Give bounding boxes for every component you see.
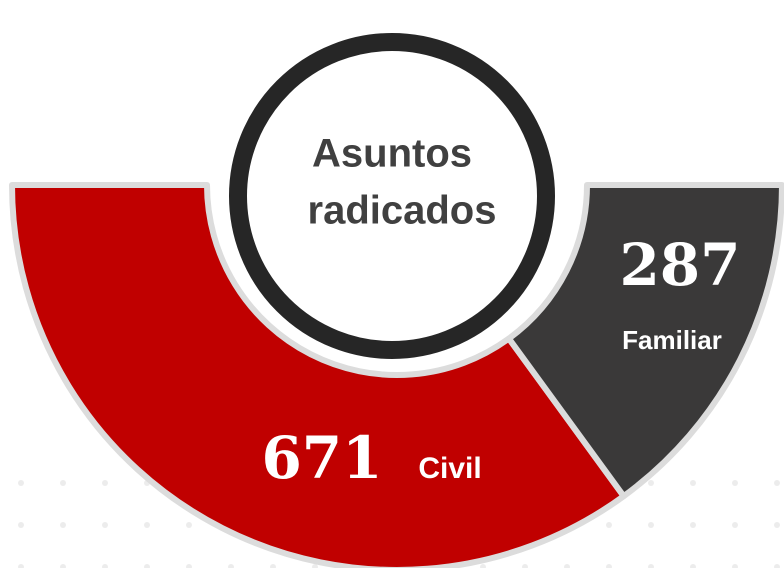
category-label: Civil [418, 452, 481, 485]
segment [505, 182, 784, 500]
segment [9, 182, 627, 568]
value-label: 671 [261, 424, 382, 492]
segments [9, 182, 784, 568]
center-circle [229, 33, 555, 359]
title-line: radicados [308, 189, 497, 233]
category-label: Familiar [622, 325, 722, 355]
value-label: 287 [619, 231, 740, 299]
title-line: Asuntos [312, 132, 472, 176]
